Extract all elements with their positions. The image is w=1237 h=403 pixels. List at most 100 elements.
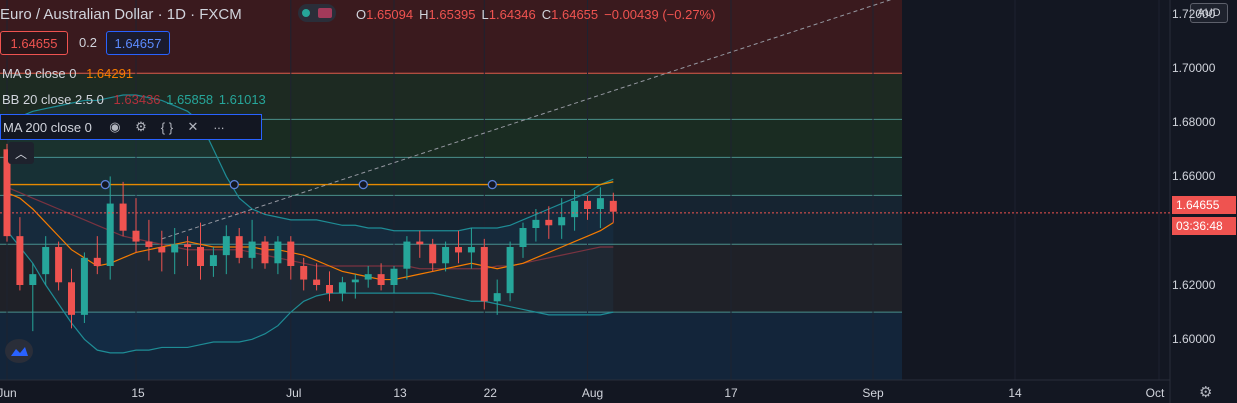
chevron-up-icon: ︿ bbox=[14, 146, 27, 161]
candle-body-45 bbox=[584, 200, 591, 209]
ohlc-value-4: −0.00439 (−0.27%) bbox=[604, 7, 716, 22]
ma200-handle-0 bbox=[100, 179, 110, 190]
candle-body-24 bbox=[313, 279, 321, 285]
candle-body-8 bbox=[106, 203, 114, 266]
candle-body-20 bbox=[261, 241, 269, 264]
bar-countdown: 03:36:48 bbox=[1172, 217, 1236, 235]
currency-badge[interactable]: AUD bbox=[1190, 3, 1228, 23]
candle-body-28 bbox=[364, 274, 372, 280]
candle-body-14 bbox=[184, 244, 192, 247]
time-tick-3: 13 bbox=[393, 386, 407, 400]
zone-5 bbox=[0, 244, 902, 313]
candle-body-19 bbox=[248, 241, 256, 258]
cloud-logo-icon bbox=[11, 347, 28, 356]
candle-body-17 bbox=[222, 236, 230, 256]
candle-body-3 bbox=[42, 247, 50, 275]
ma200-handle-3 bbox=[487, 179, 497, 190]
time-tick-8: 14 bbox=[1008, 386, 1022, 400]
time-tick-5: Aug bbox=[581, 386, 604, 400]
time-tick-1: 15 bbox=[131, 386, 145, 400]
candle-body-13 bbox=[171, 244, 179, 253]
symbol-title[interactable]: Euro / Australian Dollar · 1D · FXCM bbox=[0, 5, 242, 23]
time-tick-4: 22 bbox=[483, 386, 497, 400]
bb-value-upper: 1.65858 bbox=[166, 92, 214, 107]
market-status-pill[interactable] bbox=[298, 4, 336, 22]
candle-body-39 bbox=[506, 247, 514, 294]
candle-body-18 bbox=[235, 236, 243, 258]
ohlc-readout: O1.65094 H1.65395 L1.64346 C1.64655 −0.00439… bbox=[356, 7, 721, 22]
candle-body-1 bbox=[16, 236, 24, 285]
ohlc-value-0: 1.65094 bbox=[366, 7, 414, 22]
candle-body-4 bbox=[55, 247, 63, 283]
bb-fill bbox=[7, 95, 614, 353]
candle-body-36 bbox=[467, 247, 475, 253]
ma9-label: MA 9 close 0 bbox=[2, 66, 77, 81]
candle-body-0 bbox=[3, 149, 11, 237]
tradingview-logo[interactable] bbox=[5, 339, 33, 363]
market-open-dot bbox=[302, 9, 310, 17]
zone-6 bbox=[0, 312, 902, 380]
candle-body-41 bbox=[532, 219, 540, 228]
braces-icon[interactable]: { } bbox=[160, 119, 174, 135]
time-tick-9: Oct bbox=[1145, 386, 1165, 400]
zone-3 bbox=[0, 157, 902, 196]
ohlc-key: C bbox=[541, 7, 552, 22]
ma200-handle-1 bbox=[229, 179, 239, 190]
candle-body-40 bbox=[519, 228, 527, 247]
candle-body-7 bbox=[93, 257, 101, 266]
candle-body-25 bbox=[326, 285, 333, 294]
candle-body-29 bbox=[377, 274, 385, 285]
candle-body-44 bbox=[571, 200, 579, 218]
candle-body-12 bbox=[158, 247, 166, 253]
ohlc-key: H bbox=[419, 7, 429, 22]
candle-body-43 bbox=[558, 217, 566, 226]
candle-body-47 bbox=[609, 200, 617, 212]
dashed-trendline bbox=[161, 0, 892, 240]
time-tick-2: Jul bbox=[286, 386, 302, 400]
bb-upper-line bbox=[6, 94, 614, 232]
candle-body-34 bbox=[442, 247, 450, 264]
ma9-value: 1.64291 bbox=[86, 66, 134, 81]
symbol-header: Euro / Australian Dollar · 1D · FXCM bbox=[0, 4, 242, 24]
ohlc-value-3: 1.64655 bbox=[551, 7, 599, 22]
eye-icon[interactable]: ◉ bbox=[109, 119, 121, 134]
bb-value-lower: 1.61013 bbox=[218, 92, 266, 107]
candle-body-5 bbox=[68, 282, 75, 315]
candle-body-11 bbox=[145, 241, 153, 247]
bb-label: BB 20 close 2.5 0 bbox=[2, 92, 104, 107]
zone-4 bbox=[0, 195, 902, 245]
candle-body-9 bbox=[119, 203, 127, 231]
ma9-legend[interactable]: MA 9 close 0 1.64291 bbox=[2, 66, 133, 81]
ma200-legend-toolbar[interactable]: MA 200 close 0 ◉ ⚙ { } ✕ ∙∙∙ bbox=[0, 114, 262, 140]
candle-body-30 bbox=[390, 268, 398, 285]
price-tick-5: 1.60000 bbox=[1172, 332, 1216, 347]
candle-body-6 bbox=[80, 257, 88, 315]
wave-icon bbox=[318, 8, 332, 18]
candle-body-42 bbox=[545, 219, 553, 226]
price-tick-2: 1.68000 bbox=[1172, 115, 1216, 130]
candle-body-32 bbox=[416, 241, 424, 245]
ohlc-key: O bbox=[356, 7, 367, 22]
candle-body-26 bbox=[338, 282, 346, 294]
sell-button[interactable]: 1.64655 bbox=[0, 31, 68, 55]
price-tick-4: 1.62000 bbox=[1172, 278, 1216, 292]
ma200-handle-2 bbox=[358, 179, 368, 190]
candle-body-27 bbox=[351, 279, 359, 283]
candle-body-22 bbox=[287, 241, 295, 266]
time-tick-7: Sep bbox=[862, 386, 884, 400]
right-empty-area bbox=[902, 0, 1170, 380]
last-price-tag: 1.64655 bbox=[1172, 196, 1236, 214]
buy-button[interactable]: 1.64657 bbox=[106, 31, 170, 55]
bb-legend[interactable]: BB 20 close 2.5 0 1.63436 1.65858 1.6101… bbox=[2, 92, 266, 107]
settings-gear-icon[interactable]: ⚙ bbox=[1199, 384, 1213, 401]
spread-value: 0.2 bbox=[78, 34, 98, 50]
close-icon[interactable]: ✕ bbox=[187, 119, 199, 134]
price-tick-0: 1.72000 bbox=[1172, 6, 1216, 21]
more-icon[interactable]: ∙∙∙ bbox=[213, 119, 225, 135]
collapse-legend-button[interactable]: ︿ bbox=[8, 142, 34, 164]
ohlc-value-1: 1.65395 bbox=[428, 7, 476, 22]
gear-icon[interactable]: ⚙ bbox=[135, 119, 147, 134]
price-tick-1: 1.70000 bbox=[1172, 60, 1216, 75]
candle-body-15 bbox=[197, 247, 204, 266]
